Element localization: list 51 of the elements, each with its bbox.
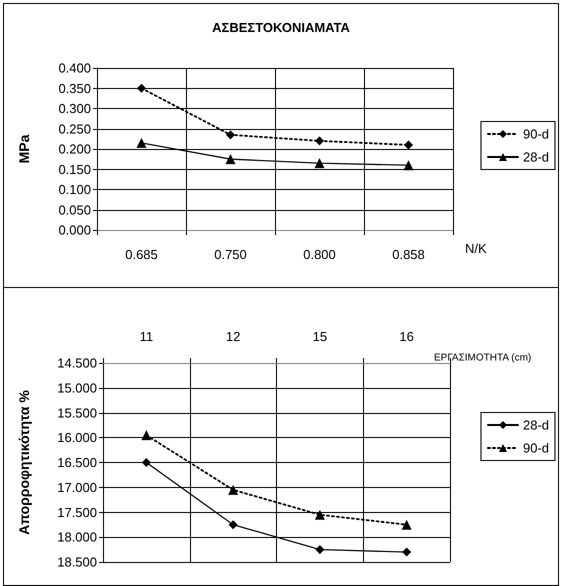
point bbox=[404, 140, 413, 150]
legend-label: 90-d bbox=[522, 126, 550, 142]
x-tick-label: 0.858 bbox=[392, 247, 425, 262]
point bbox=[315, 545, 324, 554]
x-tick-label: 11 bbox=[140, 329, 154, 344]
x-axis-title: ΕΡΓΑΣΙΜΟΤΗΤΑ (cm) bbox=[434, 352, 532, 364]
x-tick-label: 0.800 bbox=[303, 247, 336, 262]
y-tick-label: 0.300 bbox=[58, 101, 91, 116]
point bbox=[315, 136, 324, 146]
x-axis-title: N/K bbox=[465, 241, 487, 256]
y-tick-label: 16.000 bbox=[57, 430, 97, 446]
y-tick-label: 0.400 bbox=[58, 60, 91, 76]
y-tick-label: 15.000 bbox=[57, 380, 97, 396]
point bbox=[228, 520, 238, 530]
point bbox=[141, 430, 152, 440]
y-tick-label: 16.500 bbox=[57, 455, 97, 470]
legend-label: 90-d bbox=[522, 440, 550, 456]
y-tick-label: 0.250 bbox=[58, 121, 91, 136]
point bbox=[226, 154, 236, 164]
point bbox=[142, 458, 151, 467]
y-axis-title: MPa bbox=[16, 134, 32, 164]
x-tick-label: 15 bbox=[312, 329, 328, 344]
point bbox=[314, 510, 325, 520]
y-tick-label: 0.000 bbox=[58, 222, 91, 238]
y-tick-label: 15.500 bbox=[57, 405, 97, 420]
legend-label: 28-d bbox=[522, 150, 550, 164]
point bbox=[137, 84, 146, 93]
y-tick-label: 0.150 bbox=[58, 162, 91, 177]
x-tick-label: 0.750 bbox=[214, 247, 247, 262]
y-tick-label: 17.500 bbox=[57, 504, 97, 520]
point bbox=[402, 548, 412, 557]
point bbox=[314, 158, 324, 168]
point bbox=[402, 520, 412, 530]
y-tick-label: 14.500 bbox=[57, 356, 97, 370]
y-tick-label: 0.200 bbox=[58, 142, 91, 156]
legend-label: 28-d bbox=[522, 418, 550, 432]
y-tick-label: 0.100 bbox=[58, 182, 91, 197]
y-axis-title: Απορροφητικότητα % bbox=[16, 390, 32, 535]
y-tick-label: 0.050 bbox=[58, 202, 91, 218]
x-tick-label: 0.685 bbox=[125, 247, 158, 262]
chart-title: ΑΣΒΕΣΤΟΚΟΝΙΑΜΑΤΑ bbox=[212, 20, 350, 35]
y-tick-label: 18.500 bbox=[57, 554, 97, 570]
y-tick-label: 0.350 bbox=[58, 80, 91, 96]
point bbox=[404, 160, 414, 170]
y-tick-label: 17.000 bbox=[57, 480, 97, 495]
x-tick-label: 12 bbox=[226, 329, 240, 344]
x-tick-label: 16 bbox=[399, 329, 414, 344]
point bbox=[136, 138, 146, 148]
point bbox=[226, 130, 235, 140]
point bbox=[228, 484, 238, 495]
y-tick-label: 18.000 bbox=[57, 530, 97, 545]
